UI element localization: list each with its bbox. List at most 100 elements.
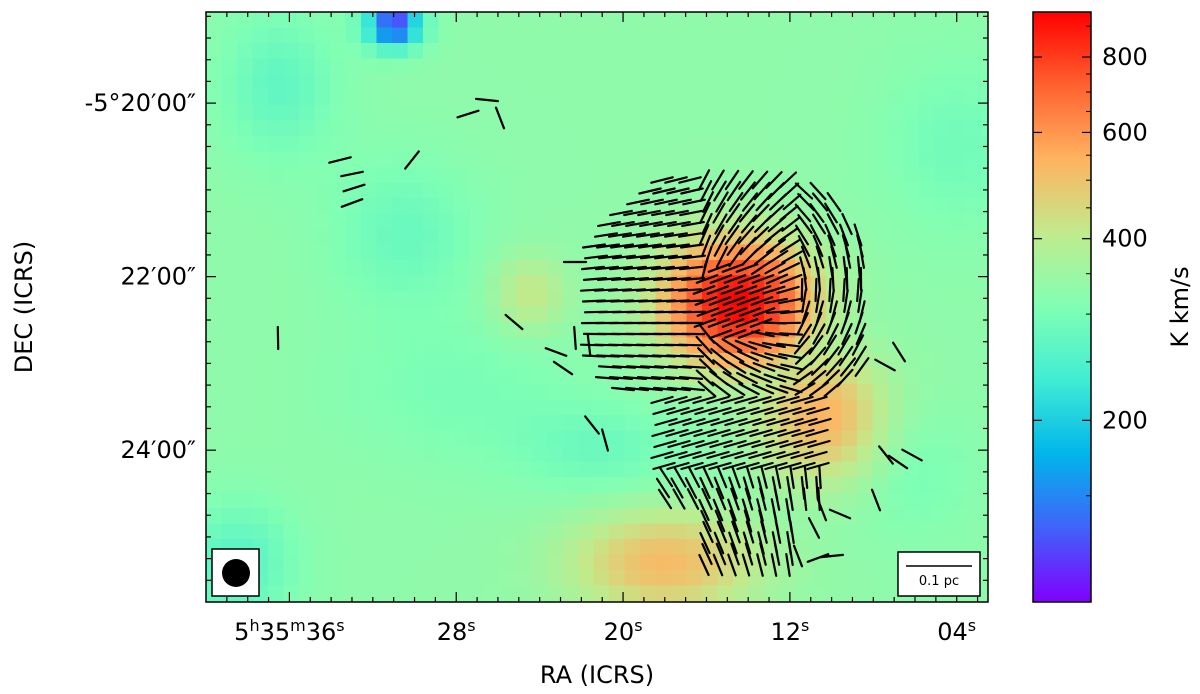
map-pixel	[392, 74, 409, 91]
map-pixel	[795, 89, 812, 106]
polarization-vector	[778, 406, 802, 416]
map-pixel	[624, 167, 641, 184]
map-pixel	[345, 105, 362, 122]
map-pixel	[252, 167, 269, 184]
map-pixel	[578, 353, 595, 370]
map-pixel	[485, 244, 502, 261]
map-pixel	[221, 353, 238, 370]
map-pixel	[252, 368, 269, 385]
map-pixel	[965, 306, 982, 323]
polarization-vector	[793, 335, 811, 355]
map-pixel	[330, 275, 347, 292]
map-pixel	[562, 492, 579, 509]
map-pixel	[609, 322, 626, 339]
map-pixel	[469, 120, 486, 137]
map-pixel	[423, 213, 440, 230]
map-pixel	[624, 508, 641, 525]
polarization-vector	[724, 307, 748, 317]
map-pixel	[888, 12, 905, 29]
map-pixel	[686, 539, 703, 556]
map-pixel	[841, 182, 858, 199]
map-pixel	[392, 461, 409, 478]
map-pixel	[268, 322, 285, 339]
map-pixel	[686, 151, 703, 168]
map-pixel	[516, 291, 533, 308]
map-pixel	[578, 430, 595, 447]
map-pixel	[485, 27, 502, 44]
polarization-vector	[737, 225, 755, 245]
map-pixel	[981, 446, 988, 463]
map-pixel	[640, 415, 657, 432]
map-pixel	[392, 12, 409, 29]
map-pixel	[841, 523, 858, 540]
map-pixel	[872, 260, 889, 277]
map-pixel	[562, 74, 579, 91]
map-pixel	[330, 74, 347, 91]
polarization-vector	[794, 224, 810, 246]
polarization-vector	[697, 347, 715, 365]
map-pixel	[438, 229, 455, 246]
map-pixel	[438, 337, 455, 354]
map-pixel	[547, 461, 564, 478]
polarization-vector	[573, 325, 577, 351]
map-pixel	[981, 27, 988, 44]
map-pixel	[376, 198, 393, 215]
map-pixel	[423, 198, 440, 215]
polarization-vector	[738, 170, 754, 190]
map-pixel	[919, 58, 936, 75]
map-pixel	[934, 461, 951, 478]
map-pixel	[872, 182, 889, 199]
polarization-vector	[738, 307, 762, 317]
map-pixel	[841, 585, 858, 602]
polarization-vector	[701, 487, 713, 511]
map-pixel	[748, 43, 765, 60]
polarization-vector	[774, 520, 782, 544]
map-pixel	[206, 492, 223, 509]
map-pixel	[531, 523, 548, 540]
map-pixel	[500, 182, 517, 199]
map-pixel	[454, 430, 471, 447]
map-pixel	[872, 213, 889, 230]
map-pixel	[655, 151, 672, 168]
polarization-vector	[728, 191, 744, 213]
polarization-vector	[807, 517, 821, 539]
polarization-vector	[789, 519, 795, 545]
map-pixel	[314, 229, 331, 246]
map-pixel	[330, 120, 347, 137]
map-pixel	[702, 12, 719, 29]
map-pixel	[268, 306, 285, 323]
polarization-vector	[753, 181, 771, 201]
map-pixel	[965, 151, 982, 168]
map-pixel	[268, 136, 285, 153]
polarization-vector	[768, 193, 788, 211]
map-pixel	[407, 337, 424, 354]
map-pixel	[237, 430, 254, 447]
map-pixel	[268, 585, 285, 602]
map-pixel	[578, 554, 595, 571]
map-pixel	[981, 182, 988, 199]
map-pixel	[252, 27, 269, 44]
map-pixel	[237, 415, 254, 432]
map-pixel	[485, 492, 502, 509]
polarization-vector	[658, 466, 674, 488]
map-pixel	[857, 523, 874, 540]
map-pixel	[531, 554, 548, 571]
map-pixel	[547, 554, 564, 571]
map-pixel	[950, 353, 967, 370]
map-pixel	[686, 120, 703, 137]
map-pixel	[485, 229, 502, 246]
map-pixel	[469, 151, 486, 168]
map-pixel	[950, 291, 967, 308]
map-pixel	[500, 446, 517, 463]
map-pixel	[299, 337, 316, 354]
map-pixel	[593, 136, 610, 153]
map-pixel	[392, 105, 409, 122]
map-pixel	[841, 43, 858, 60]
map-pixel	[531, 291, 548, 308]
map-pixel	[872, 120, 889, 137]
map-pixel	[392, 523, 409, 540]
map-pixel	[330, 198, 347, 215]
map-pixel	[810, 120, 827, 137]
map-pixel	[593, 89, 610, 106]
map-pixel	[624, 523, 641, 540]
